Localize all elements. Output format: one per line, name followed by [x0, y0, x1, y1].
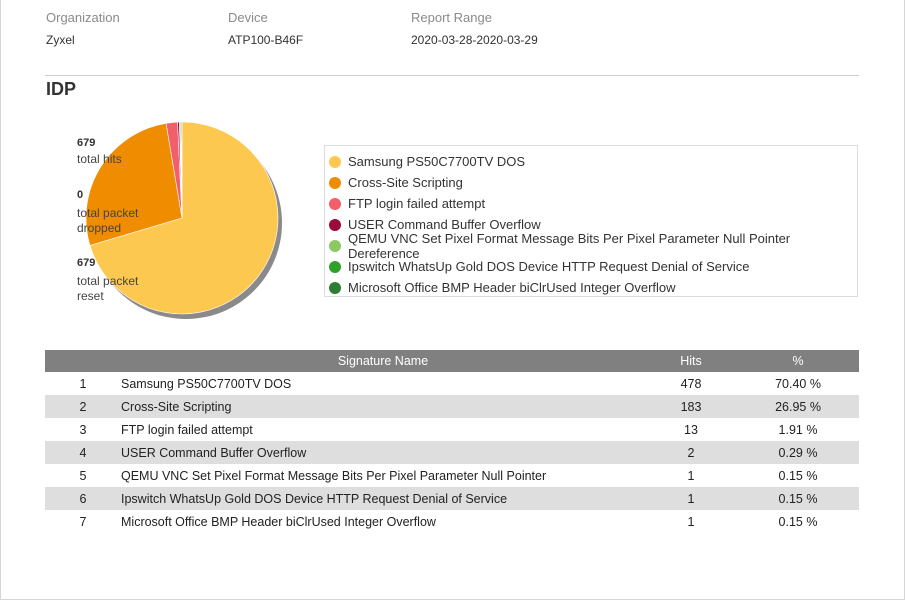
legend-label: Samsung PS50C7700TV DOS: [348, 154, 526, 169]
legend-label: USER Command Buffer Overflow: [348, 217, 541, 232]
legend-swatch: [329, 197, 341, 210]
row-hits: 1: [687, 468, 695, 483]
row-index: 5: [79, 468, 87, 483]
total-dropped-label-line2: dropped: [77, 221, 122, 235]
table-row: 7 Microsoft Office BMP Header biClrUsed …: [45, 510, 859, 533]
table-row: 4 USER Command Buffer Overflow 2 0.29 %: [45, 441, 859, 464]
pie-slice: [180, 121, 183, 219]
legend-item: USER Command Buffer Overflow: [329, 214, 857, 235]
legend-label: Ipswitch WhatsUp Gold DOS Device HTTP Re…: [348, 259, 750, 274]
row-hits: 13: [684, 422, 698, 437]
total-hits-value: 679: [77, 137, 96, 149]
legend-label: QEMU VNC Set Pixel Format Message Bits P…: [348, 230, 791, 261]
legend-swatch: [329, 239, 341, 252]
legend-swatch: [329, 218, 341, 231]
row-signature-name: QEMU VNC Set Pixel Format Message Bits P…: [121, 468, 547, 483]
total-reset-label-line1: total packet: [77, 274, 139, 288]
device-value: ATP100-B46F: [228, 33, 304, 47]
row-hits: 2: [645, 441, 737, 464]
row-percent: 0.15 %: [778, 514, 818, 529]
chart-legend: Samsung PS50C7700TV DOS Cross-Site Script…: [324, 145, 858, 297]
legend-swatch: [329, 260, 341, 273]
pie-slice: [89, 121, 279, 315]
legend-swatch: [329, 176, 341, 189]
table-row: 5 QEMU VNC Set Pixel Format Message Bits…: [45, 464, 859, 487]
organization-value: Zyxel: [46, 33, 75, 47]
row-signature-name: Cross-Site Scripting: [121, 395, 645, 418]
row-percent: 0.15 %: [778, 468, 818, 483]
row-percent: 0.29 %: [737, 441, 859, 464]
row-index: 3: [79, 422, 87, 437]
row-hits: 183: [645, 395, 737, 418]
total-dropped-value: 0: [77, 189, 84, 201]
row-signature-name: Samsung PS50C7700TV DOS: [121, 376, 292, 391]
column-header-percent[interactable]: %: [737, 350, 859, 372]
total-reset-label-line2: reset: [77, 289, 104, 303]
section-title: IDP: [46, 79, 77, 99]
legend-item: QEMU VNC Set Pixel Format Message Bits P…: [329, 231, 857, 261]
row-index: 2: [45, 395, 121, 418]
legend-item: Ipswitch WhatsUp Gold DOS Device HTTP Re…: [329, 256, 857, 277]
legend-label: Microsoft Office BMP Header biClrUsed In…: [348, 280, 676, 295]
legend-label: FTP login failed attempt: [348, 196, 486, 211]
report-range-value: 2020-03-28-2020-03-29: [411, 33, 538, 47]
total-reset-value: 679: [77, 257, 96, 269]
column-header-signature-name[interactable]: Signature Name: [121, 350, 645, 372]
report-range-label: Report Range: [411, 10, 492, 25]
row-percent: 1.91 %: [778, 422, 818, 437]
idp-pie-chart: [85, 121, 282, 319]
row-hits: 1: [645, 487, 737, 510]
organization-label: Organization: [46, 10, 120, 25]
row-hits: 1: [687, 514, 695, 529]
row-hits: 478: [680, 376, 702, 391]
legend-item: Cross-Site Scripting: [329, 172, 857, 193]
table-row: 1 Samsung PS50C7700TV DOS 478 70.40 %: [45, 372, 859, 395]
signature-table: Signature Name Hits % 1 Samsung PS50C770…: [45, 350, 859, 533]
legend-item: FTP login failed attempt: [329, 193, 857, 214]
legend-swatch: [329, 155, 341, 168]
row-percent: 70.40 %: [775, 376, 821, 391]
row-signature-name: FTP login failed attempt: [121, 422, 253, 437]
row-signature-name: USER Command Buffer Overflow: [121, 441, 645, 464]
legend-item: Samsung PS50C7700TV DOS: [329, 151, 857, 172]
device-label: Device: [228, 10, 268, 25]
row-signature-name: Ipswitch WhatsUp Gold DOS Device HTTP Re…: [121, 487, 645, 510]
row-percent: 26.95 %: [737, 395, 859, 418]
table-row: 3 FTP login failed attempt 13 1.91 %: [45, 418, 859, 441]
table-header-row: Signature Name Hits %: [45, 350, 859, 372]
row-index: 6: [45, 487, 121, 510]
row-index: 1: [79, 376, 87, 391]
column-header-hits[interactable]: Hits: [645, 350, 737, 372]
total-dropped-label-line1: total packet: [77, 206, 139, 220]
row-signature-name: Microsoft Office BMP Header biClrUsed In…: [121, 514, 436, 529]
row-percent: 0.15 %: [737, 487, 859, 510]
header-divider: [45, 75, 859, 76]
row-index: 4: [45, 441, 121, 464]
pie-slice: [85, 122, 183, 246]
table-row: 2 Cross-Site Scripting 183 26.95 %: [45, 395, 859, 418]
column-header-index: [45, 350, 121, 372]
legend-swatch: [329, 281, 341, 294]
legend-item: Microsoft Office BMP Header biClrUsed In…: [329, 277, 857, 298]
row-index: 7: [79, 514, 87, 529]
legend-label: Cross-Site Scripting: [348, 175, 463, 190]
total-hits-label: total hits: [77, 152, 122, 166]
table-row: 6 Ipswitch WhatsUp Gold DOS Device HTTP …: [45, 487, 859, 510]
